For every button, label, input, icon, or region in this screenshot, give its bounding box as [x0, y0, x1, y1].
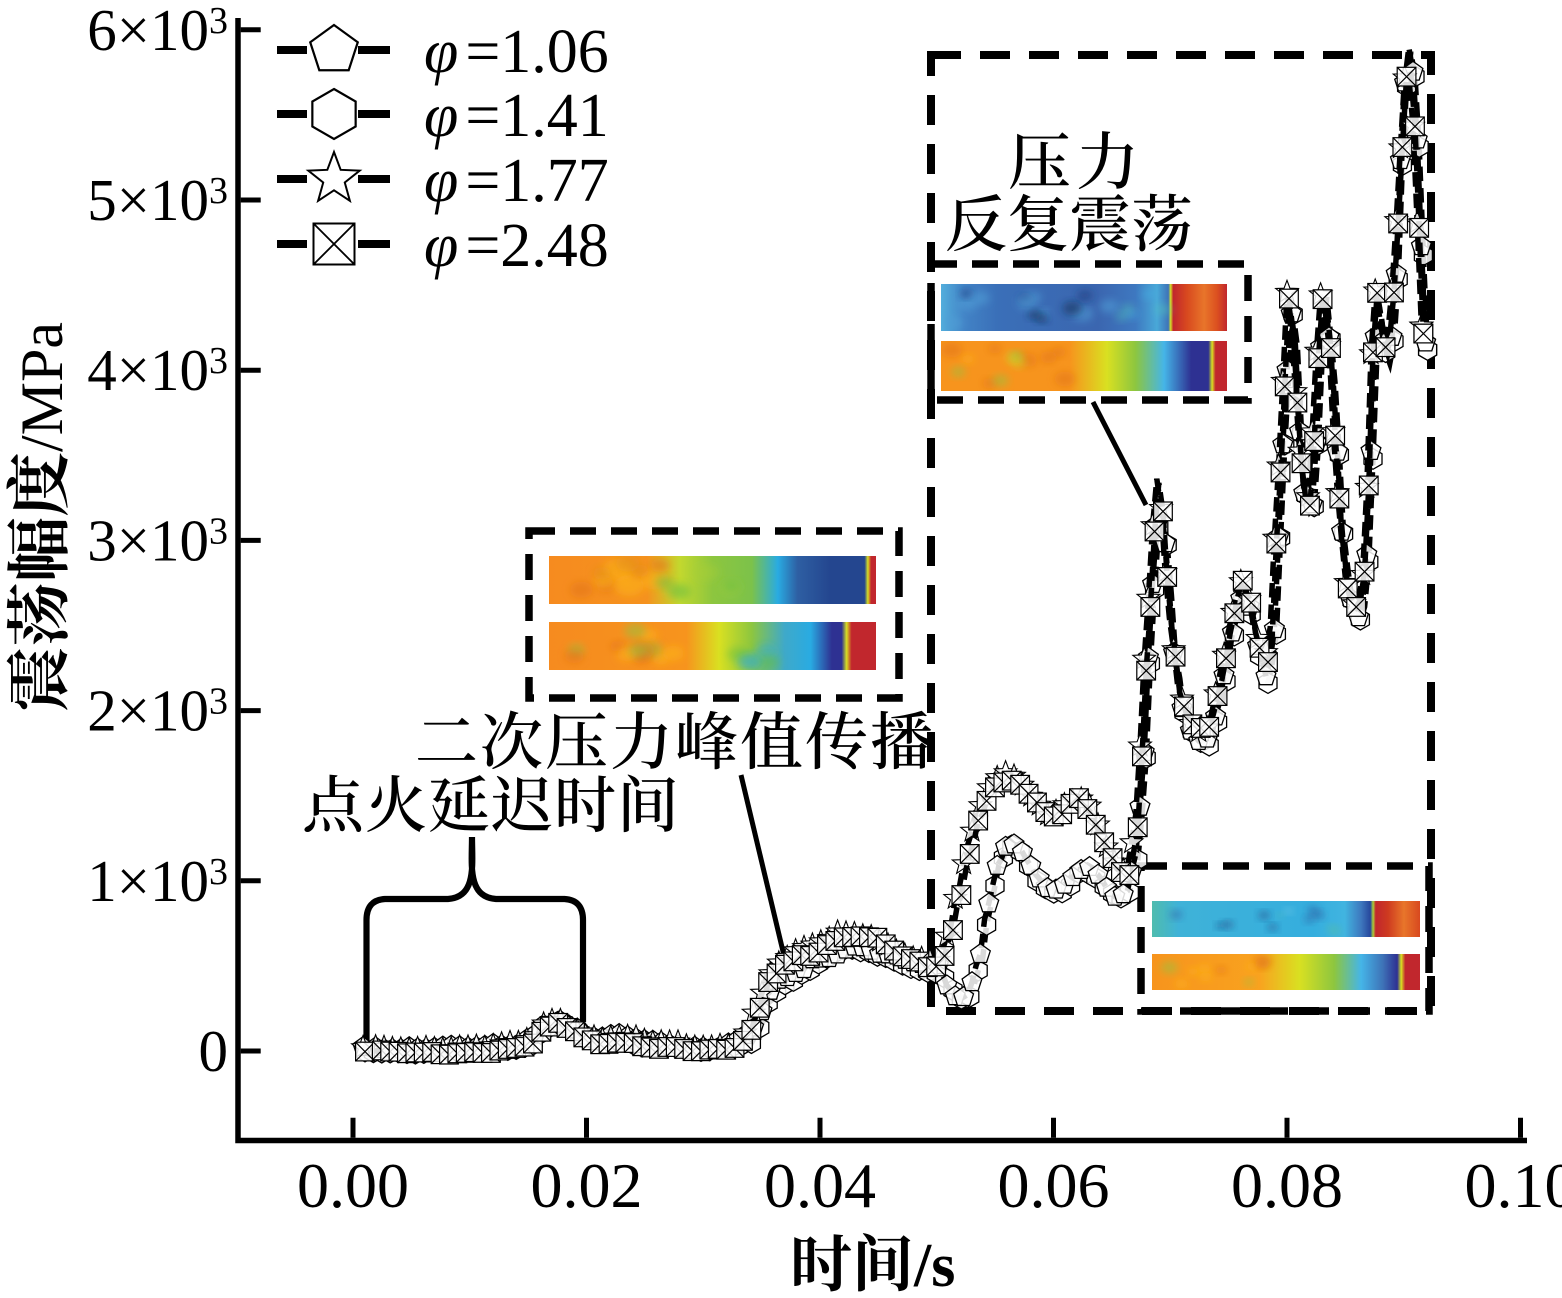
svg-text:3×103: 3×103: [87, 507, 228, 573]
svg-text:0.10: 0.10: [1465, 1150, 1562, 1221]
svg-text:0: 0: [199, 1018, 229, 1084]
svg-text:φ=1.06: φ=1.06: [424, 18, 609, 86]
svg-text:φ=2.48: φ=2.48: [424, 212, 609, 280]
svg-text:1×103: 1×103: [87, 848, 228, 914]
svg-text:/MPa: /MPa: [9, 322, 75, 452]
svg-text:0.06: 0.06: [998, 1150, 1110, 1221]
svg-text:6×103: 6×103: [87, 0, 228, 63]
svg-text:0.04: 0.04: [764, 1150, 876, 1221]
svg-text:4×103: 4×103: [87, 337, 228, 403]
svg-text:0.02: 0.02: [531, 1150, 643, 1221]
svg-text:φ=1.77: φ=1.77: [424, 147, 609, 215]
svg-text:2×103: 2×103: [87, 678, 228, 744]
svg-text:0.08: 0.08: [1231, 1150, 1343, 1221]
svg-text:/s: /s: [913, 1232, 955, 1293]
svg-text:φ=1.41: φ=1.41: [424, 82, 609, 150]
svg-text:5×103: 5×103: [87, 167, 228, 233]
svg-text:0.00: 0.00: [297, 1150, 409, 1221]
